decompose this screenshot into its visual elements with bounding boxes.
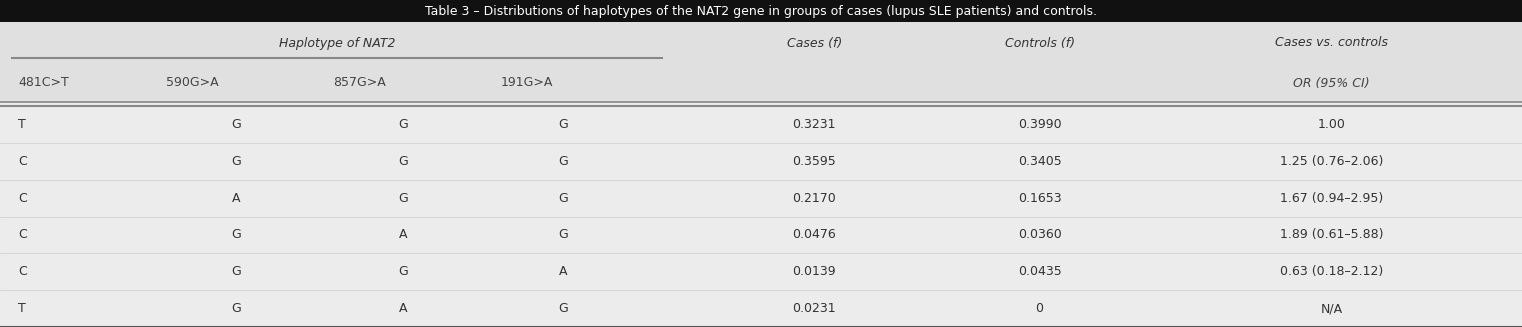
- Text: G: G: [231, 265, 240, 278]
- Text: 0.2170: 0.2170: [793, 192, 836, 205]
- Text: C: C: [18, 192, 27, 205]
- Text: G: G: [231, 229, 240, 241]
- Text: 0: 0: [1035, 302, 1044, 315]
- Text: G: G: [399, 155, 408, 168]
- Text: G: G: [559, 192, 568, 205]
- Text: 0.0435: 0.0435: [1018, 265, 1061, 278]
- Text: C: C: [18, 229, 27, 241]
- Text: Cases (f): Cases (f): [787, 37, 842, 49]
- Text: G: G: [559, 302, 568, 315]
- Text: 0.3990: 0.3990: [1018, 118, 1061, 131]
- Text: G: G: [231, 118, 240, 131]
- Text: 0.63 (0.18–2.12): 0.63 (0.18–2.12): [1280, 265, 1383, 278]
- Text: 1.25 (0.76–2.06): 1.25 (0.76–2.06): [1280, 155, 1383, 168]
- Bar: [0, 0, 1522, 22]
- Text: C: C: [18, 155, 27, 168]
- Text: 0.0139: 0.0139: [793, 265, 836, 278]
- Text: 0.3595: 0.3595: [793, 155, 836, 168]
- Text: Table 3 – Distributions of haplotypes of the NAT2 gene in groups of cases (lupus: Table 3 – Distributions of haplotypes of…: [425, 5, 1097, 18]
- Text: 0.3231: 0.3231: [793, 118, 836, 131]
- Text: 191G>A: 191G>A: [501, 77, 552, 90]
- Bar: [0, 180, 1522, 216]
- Bar: [0, 143, 1522, 180]
- Text: 0.1653: 0.1653: [1018, 192, 1061, 205]
- Text: 0.3405: 0.3405: [1018, 155, 1061, 168]
- Text: A: A: [399, 302, 408, 315]
- Text: 590G>A: 590G>A: [166, 77, 219, 90]
- Bar: [0, 22, 1522, 64]
- Text: G: G: [231, 302, 240, 315]
- Text: G: G: [231, 155, 240, 168]
- Text: 0.0231: 0.0231: [793, 302, 836, 315]
- Text: 1.89 (0.61–5.88): 1.89 (0.61–5.88): [1280, 229, 1383, 241]
- Bar: [0, 216, 1522, 253]
- Bar: [0, 253, 1522, 290]
- Text: 1.00: 1.00: [1318, 118, 1345, 131]
- Text: G: G: [559, 118, 568, 131]
- Text: T: T: [18, 118, 26, 131]
- Text: 0.0360: 0.0360: [1018, 229, 1061, 241]
- Bar: [0, 290, 1522, 327]
- Text: Controls (f): Controls (f): [1005, 37, 1075, 49]
- Text: Haplotype of NAT2: Haplotype of NAT2: [279, 37, 396, 49]
- Text: 1.67 (0.94–2.95): 1.67 (0.94–2.95): [1280, 192, 1383, 205]
- Text: 0.0476: 0.0476: [793, 229, 836, 241]
- Bar: [0, 64, 1522, 102]
- Text: C: C: [18, 265, 27, 278]
- Text: 481C>T: 481C>T: [18, 77, 68, 90]
- Text: A: A: [399, 229, 408, 241]
- Text: G: G: [559, 155, 568, 168]
- Text: N/A: N/A: [1321, 302, 1342, 315]
- Text: A: A: [231, 192, 240, 205]
- Text: T: T: [18, 302, 26, 315]
- Text: 857G>A: 857G>A: [333, 77, 387, 90]
- Text: OR (95% CI): OR (95% CI): [1294, 77, 1370, 90]
- Text: A: A: [559, 265, 568, 278]
- Text: G: G: [559, 229, 568, 241]
- Text: Cases vs. controls: Cases vs. controls: [1275, 37, 1388, 49]
- Text: G: G: [399, 118, 408, 131]
- Text: G: G: [399, 265, 408, 278]
- Bar: [0, 106, 1522, 143]
- Text: G: G: [399, 192, 408, 205]
